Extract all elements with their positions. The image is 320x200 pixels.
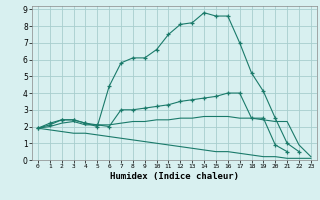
X-axis label: Humidex (Indice chaleur): Humidex (Indice chaleur) [110, 172, 239, 181]
